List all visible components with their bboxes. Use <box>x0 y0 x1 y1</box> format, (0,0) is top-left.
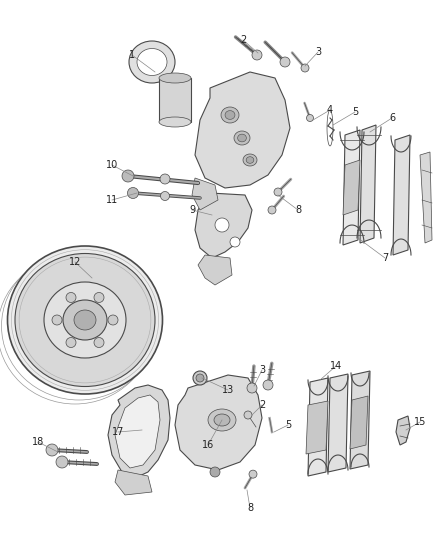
Ellipse shape <box>214 414 230 426</box>
Polygon shape <box>198 255 232 285</box>
Circle shape <box>193 371 207 385</box>
Circle shape <box>94 293 104 303</box>
Polygon shape <box>192 178 218 210</box>
Text: 10: 10 <box>106 160 118 170</box>
Text: 4: 4 <box>327 105 333 115</box>
Ellipse shape <box>159 73 191 83</box>
Polygon shape <box>420 152 432 243</box>
Ellipse shape <box>246 157 254 163</box>
Circle shape <box>263 380 273 390</box>
Circle shape <box>46 444 58 456</box>
Text: 1: 1 <box>129 50 135 60</box>
Polygon shape <box>396 416 410 445</box>
Ellipse shape <box>237 134 247 142</box>
Circle shape <box>210 467 220 477</box>
Ellipse shape <box>225 111 235 119</box>
Circle shape <box>307 115 314 122</box>
Circle shape <box>56 456 68 468</box>
Polygon shape <box>360 125 376 243</box>
Polygon shape <box>115 395 160 468</box>
Circle shape <box>215 218 229 232</box>
Text: 14: 14 <box>330 361 342 371</box>
Polygon shape <box>195 72 290 188</box>
Ellipse shape <box>137 49 167 76</box>
Ellipse shape <box>159 117 191 127</box>
Circle shape <box>52 315 62 325</box>
Text: 15: 15 <box>414 417 426 427</box>
Circle shape <box>66 337 76 348</box>
Text: 2: 2 <box>259 400 265 410</box>
Ellipse shape <box>44 282 126 358</box>
Text: 12: 12 <box>69 257 81 267</box>
Text: 5: 5 <box>285 420 291 430</box>
Circle shape <box>230 237 240 247</box>
Polygon shape <box>159 78 191 122</box>
Text: 7: 7 <box>382 253 388 263</box>
Text: 8: 8 <box>295 205 301 215</box>
Ellipse shape <box>15 254 155 386</box>
Circle shape <box>280 57 290 67</box>
Circle shape <box>160 191 170 200</box>
Circle shape <box>274 188 282 196</box>
Polygon shape <box>343 130 360 245</box>
Ellipse shape <box>208 409 236 431</box>
Text: 16: 16 <box>202 440 214 450</box>
Polygon shape <box>393 135 410 255</box>
Ellipse shape <box>243 154 257 166</box>
Ellipse shape <box>63 300 107 340</box>
Text: 8: 8 <box>247 503 253 513</box>
Circle shape <box>249 470 257 478</box>
Polygon shape <box>350 396 368 449</box>
Circle shape <box>66 293 76 303</box>
Text: 9: 9 <box>189 205 195 215</box>
Circle shape <box>160 174 170 184</box>
Circle shape <box>108 315 118 325</box>
Text: 2: 2 <box>240 35 246 45</box>
Ellipse shape <box>234 131 250 145</box>
Circle shape <box>127 188 138 198</box>
Polygon shape <box>195 193 252 258</box>
Circle shape <box>301 64 309 72</box>
Polygon shape <box>115 470 152 495</box>
Ellipse shape <box>7 246 162 394</box>
Ellipse shape <box>74 310 96 330</box>
Circle shape <box>94 337 104 348</box>
Polygon shape <box>328 374 348 472</box>
Polygon shape <box>175 375 262 470</box>
Circle shape <box>244 411 252 419</box>
Circle shape <box>196 374 204 382</box>
Polygon shape <box>108 385 170 478</box>
Circle shape <box>247 383 257 393</box>
Text: 3: 3 <box>259 365 265 375</box>
Text: 18: 18 <box>32 437 44 447</box>
Ellipse shape <box>129 41 175 83</box>
Text: 6: 6 <box>389 113 395 123</box>
Polygon shape <box>343 160 360 215</box>
Text: 3: 3 <box>315 47 321 57</box>
Polygon shape <box>308 378 328 476</box>
Polygon shape <box>350 371 370 469</box>
Text: 17: 17 <box>112 427 124 437</box>
Text: 5: 5 <box>352 107 358 117</box>
Ellipse shape <box>221 107 239 123</box>
Polygon shape <box>306 401 328 454</box>
Circle shape <box>252 50 262 60</box>
Text: 11: 11 <box>106 195 118 205</box>
Circle shape <box>122 170 134 182</box>
Circle shape <box>268 206 276 214</box>
Text: 13: 13 <box>222 385 234 395</box>
